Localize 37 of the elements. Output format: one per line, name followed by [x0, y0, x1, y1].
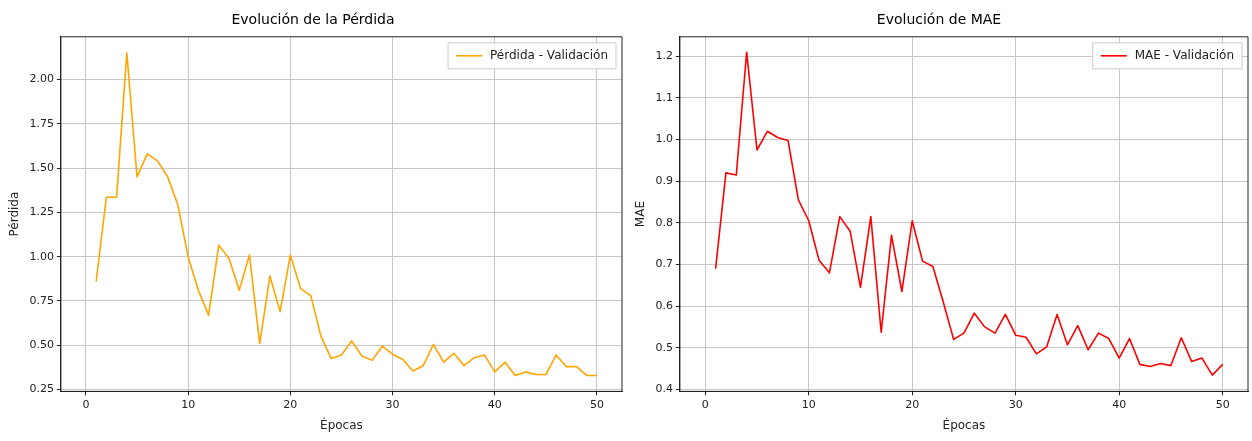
- legend-label: Pérdida - Validación: [490, 47, 609, 62]
- x-tick-label: 40: [487, 397, 502, 411]
- x-tick-label: 10: [181, 397, 196, 411]
- x-tick-label: 0: [701, 397, 709, 411]
- y-tick-label: 1.25: [29, 205, 54, 219]
- x-tick-label: 30: [1008, 397, 1023, 411]
- y-tick-label: 0.4: [655, 382, 673, 396]
- y-tick-label: 0.75: [29, 293, 54, 307]
- y-tick-label: 0.6: [655, 298, 673, 312]
- legend-label: MAE - Validación: [1134, 47, 1235, 62]
- x-axis-title: Épocas: [942, 416, 986, 432]
- chart-title: Evolución de MAE: [876, 11, 1002, 28]
- x-tick-label: 30: [385, 397, 400, 411]
- x-tick-label: 50: [1215, 397, 1230, 411]
- x-axis-title: Épocas: [320, 416, 363, 432]
- x-tick-label: 40: [1112, 397, 1127, 411]
- y-axis-title: Pérdida: [7, 191, 22, 237]
- y-tick-label: 0.25: [29, 382, 54, 396]
- y-tick-label: 1.00: [29, 249, 54, 263]
- y-axis-title: MAE: [633, 201, 648, 228]
- y-tick-label: 1.0: [655, 132, 673, 146]
- y-tick-label: 0.8: [655, 215, 673, 229]
- y-tick-label: 0.5: [655, 340, 673, 354]
- y-tick-label: 1.50: [29, 160, 54, 174]
- y-tick-label: 1.2: [655, 49, 673, 63]
- x-tick-label: 0: [82, 397, 90, 411]
- y-tick-label: 1.75: [29, 116, 54, 130]
- chart-title: Evolución de la Pérdida: [231, 11, 395, 28]
- x-tick-label: 20: [905, 397, 920, 411]
- y-tick-label: 1.1: [655, 90, 673, 104]
- y-tick-label: 2.00: [29, 72, 54, 86]
- x-tick-label: 10: [801, 397, 816, 411]
- y-tick-label: 0.9: [655, 174, 673, 188]
- y-tick-label: 0.7: [655, 257, 673, 271]
- y-tick-label: 0.50: [29, 338, 54, 352]
- x-tick-label: 50: [589, 397, 604, 411]
- x-tick-label: 20: [283, 397, 298, 411]
